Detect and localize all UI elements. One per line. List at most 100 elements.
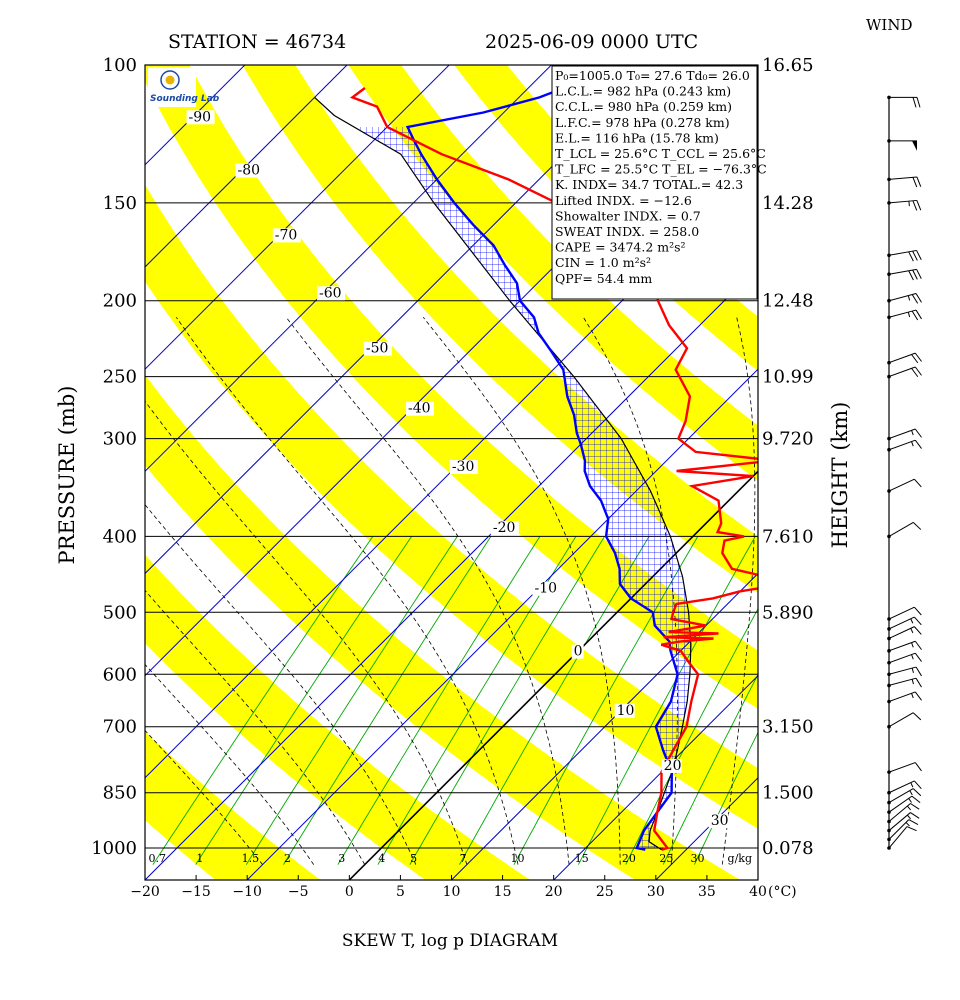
index-po: P₀=1005.0 T₀= 27.6 Td₀= 26.0 [555,68,750,83]
barb-dot [887,828,891,833]
index-lcl: L.C.L.= 982 hPa (0.243 km) [555,84,731,99]
indices-list: P₀=1005.0 T₀= 27.6 Td₀= 26.0L.C.L.= 982 … [555,68,767,286]
wind-barb [887,176,922,188]
barb-half-flag [909,790,913,796]
pressure-tick-label: 600 [103,664,137,685]
moist-adiabat-line [145,663,315,865]
barb-dot [887,534,891,539]
moist-adiabat-line [175,317,519,865]
moist-adiabat-line [422,317,621,865]
barb-dot [887,790,891,795]
mixing-ratio-lines [152,536,758,865]
barb-flag [911,795,921,803]
barb-flag [914,439,922,449]
x-unit-label: (°C) [768,884,797,900]
barb-half-flag [907,295,911,301]
x-tick-label: 40 [749,884,767,900]
barb-dot [887,374,891,379]
barb-flag [915,293,922,303]
isotherm-label-bg [614,703,635,718]
barb-flag [911,354,919,364]
isotherm-label-bg [449,459,478,474]
pressure-tick-label: 700 [103,717,137,738]
pressure-tick-label: 850 [103,783,137,804]
wind-barb [887,352,922,365]
x-tick-label: 35 [698,884,716,900]
barb-dot [887,649,891,653]
barb-dot [887,819,891,824]
x-tick-label: 25 [596,884,614,900]
barb-dot [887,272,891,276]
mixing-ratio-line [377,536,577,865]
barb-flag [910,803,920,810]
footer-title: SKEW T, log p DIAGRAM [342,931,558,951]
barb-flag [911,294,919,304]
isotherm-label: -60 [319,285,342,301]
barb-staff [888,795,913,813]
isotherm-label: 10 [617,703,635,719]
height-tick-label: 10.99 [762,367,814,388]
x-tick-label: −20 [130,884,160,900]
barb-flag [914,626,922,635]
wind-barb [887,803,920,824]
barb-staff [888,366,916,378]
barb-flag [915,677,922,688]
barb-dot [887,837,891,842]
wind-barb [887,780,922,795]
index-qpf: QPF= 54.4 mm [555,271,652,286]
pressure-tick-label: 100 [103,55,137,76]
isotherm-label: -10 [534,581,557,597]
barb-staff [888,626,915,639]
mixing-ratio-label: 30 [690,852,704,865]
barb-dot [887,699,891,704]
isotherm-label: 20 [664,758,682,774]
barb-flag [912,97,917,108]
barb-dot [887,672,891,677]
pressure-tick-label: 200 [103,291,137,312]
barb-half-flag [911,654,914,660]
barb-flag [908,819,919,825]
barb-staff [888,803,911,822]
dry-adiabat-band [145,554,531,880]
isotherm-labels: -90 -80 -70 -60 -50 -40 -30 -20 -10 0 10 20 30 [186,109,729,829]
barb-staff [888,249,917,256]
barb-staff [888,812,911,831]
wind-barb [887,640,922,653]
barb-staff [888,788,914,804]
barb-staff [888,292,917,302]
mixing-ratio-label: 10 [510,852,524,865]
barb-staff [888,826,908,849]
dewpoint-line [405,83,679,851]
cape-hatch [354,127,691,848]
barb-dot [887,139,891,143]
barb-half-flag [911,693,914,699]
index-lfc: L.F.C.= 978 hPa (0.278 km) [555,115,730,130]
y2-axis-label: HEIGHT (km) [828,402,852,549]
barb-dot [887,683,891,688]
wind-barb [887,812,920,833]
isotherm-line [145,65,553,473]
mixing-ratio-line [662,673,758,865]
wind-barb [887,712,922,729]
barb-dot [887,298,891,303]
barb-flag [914,640,922,650]
datetime-label: 2025-06-09 0000 UTC [485,31,698,53]
mixing-ratio-line [245,536,458,865]
mixing-ratio-line [152,536,374,865]
height-tick-label: 14.28 [762,193,814,214]
height-tick-label: 9.720 [762,429,814,450]
barb-staff [888,176,917,180]
x-tick-label: 0 [345,884,354,900]
moist-adiabat-line [145,729,263,865]
barb-dot [887,770,891,774]
isotherm-label-bg [708,814,729,829]
barb-staff [888,652,916,664]
isotherm-label-bg [363,341,392,356]
isotherm-line [450,572,758,880]
barb-dot [887,724,891,729]
barb-flag [911,368,919,378]
barb-dot [887,627,891,631]
height-tick-label: 5.890 [762,602,814,623]
barb-staff [888,268,917,275]
height-tick-label: 12.48 [762,291,814,312]
